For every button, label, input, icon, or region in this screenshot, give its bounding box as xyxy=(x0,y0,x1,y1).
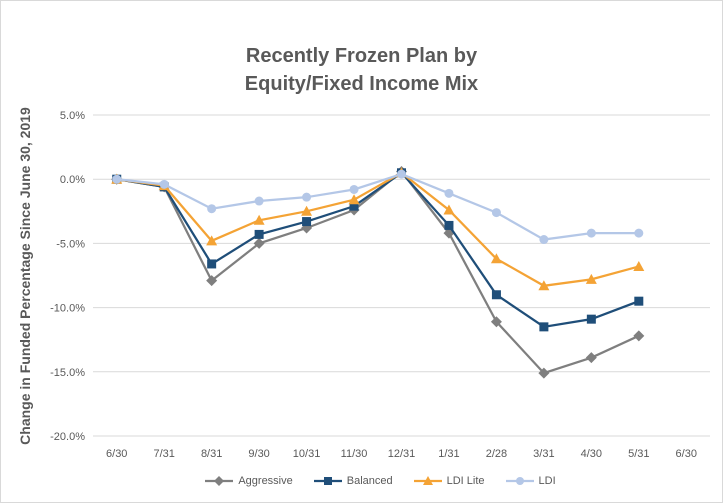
data-point-ldi xyxy=(302,192,312,202)
y-tick-label: 0.0% xyxy=(60,174,85,186)
chart-title-line-2: Equity/Fixed Income Mix xyxy=(244,73,479,95)
data-point-balanced xyxy=(207,259,217,269)
legend-item-ldi: LDI xyxy=(505,472,556,490)
data-point-aggressive xyxy=(633,330,645,342)
x-tick-label: 9/30 xyxy=(248,448,269,460)
data-point-ldi-lite xyxy=(206,235,218,246)
x-tick-label: 7/31 xyxy=(153,448,174,460)
y-tick-label: -15.0% xyxy=(50,367,85,379)
data-point-aggressive xyxy=(490,316,502,328)
data-point-ldi xyxy=(491,208,501,218)
x-tick-label: 2/28 xyxy=(486,448,507,460)
data-point-aggressive xyxy=(206,275,218,287)
legend-item-aggressive: Aggressive xyxy=(204,472,293,490)
series-line-ldi xyxy=(116,172,639,241)
y-tick-label: -10.0% xyxy=(50,303,85,315)
legend-marker xyxy=(323,477,332,485)
data-point-ldi xyxy=(444,188,454,198)
data-point-balanced xyxy=(444,220,454,230)
x-tick-label: 3/31 xyxy=(533,448,554,460)
legend-label: LDI Lite xyxy=(446,475,485,487)
chart-title: Recently Frozen Plan by Equity/Fixed Inc… xyxy=(0,42,723,98)
x-tick-label: 11/30 xyxy=(341,448,368,460)
data-point-ldi xyxy=(397,169,406,179)
data-point-balanced xyxy=(349,201,359,211)
legend-label: Balanced xyxy=(346,475,393,487)
legend-swatch-balanced xyxy=(313,477,342,485)
data-point-ldi xyxy=(539,235,549,245)
legend-marker xyxy=(422,476,433,485)
y-tick-label: -5.0% xyxy=(56,238,85,250)
data-point-ldi xyxy=(207,204,217,214)
legend-marker xyxy=(214,476,225,486)
data-point-ldi xyxy=(112,174,122,184)
data-point-ldi-lite xyxy=(538,280,550,291)
x-tick-label: 5/31 xyxy=(628,448,649,460)
data-point-ldi-lite xyxy=(301,205,313,216)
data-point-ldi-lite xyxy=(633,261,645,272)
y-tick-label: -20.0% xyxy=(50,431,85,443)
legend-label: Aggressive xyxy=(238,475,293,487)
data-point-ldi xyxy=(349,184,359,194)
chart-title-line-1: Recently Frozen Plan by xyxy=(245,45,478,67)
data-point-aggressive xyxy=(253,237,265,249)
data-point-ldi-lite xyxy=(348,194,360,205)
series-line-balanced xyxy=(116,171,640,329)
x-tick-label: 6/30 xyxy=(676,448,697,460)
legend-item-ldi-lite: LDI Lite xyxy=(413,472,485,490)
data-point-balanced xyxy=(491,290,501,300)
legend: Aggressive Balanced LDI Lite LDI xyxy=(200,472,560,490)
data-point-ldi-lite xyxy=(490,253,502,264)
legend-swatch-aggressive xyxy=(205,476,234,486)
x-tick-label: 8/31 xyxy=(201,448,222,460)
legend-swatch-ldi xyxy=(505,477,534,485)
legend-marker xyxy=(515,477,524,485)
data-point-ldi xyxy=(254,196,264,206)
data-point-balanced xyxy=(539,322,549,332)
data-point-aggressive xyxy=(538,367,550,379)
data-point-ldi-lite xyxy=(585,273,597,284)
data-point-balanced xyxy=(634,296,644,306)
data-point-ldi xyxy=(586,228,596,238)
x-tick-label: 12/31 xyxy=(388,448,416,460)
data-point-balanced xyxy=(586,314,596,324)
legend-swatch-ldi-lite xyxy=(413,476,442,485)
data-point-aggressive xyxy=(585,352,597,364)
legend-label: LDI xyxy=(538,475,556,487)
series-line-ldi-lite xyxy=(116,171,640,287)
x-tick-label: 1/31 xyxy=(438,448,459,460)
data-point-ldi xyxy=(634,228,644,238)
data-point-balanced xyxy=(302,217,312,227)
x-tick-label: 10/31 xyxy=(293,448,321,460)
legend-item-balanced: Balanced xyxy=(313,472,393,490)
data-point-ldi-lite xyxy=(253,214,265,225)
data-point-ldi xyxy=(159,179,169,189)
data-point-ldi-lite xyxy=(443,204,455,215)
series-line-aggressive xyxy=(116,169,640,375)
x-tick-label: 4/30 xyxy=(581,448,602,460)
data-point-balanced xyxy=(254,229,264,239)
line-chart: 5.0% 0.0% -5.0% -10.0% -15.0% -20.0% 6/30 7/31 8… xyxy=(50,110,710,460)
y-tick-label: 5.0% xyxy=(60,110,85,122)
x-tick-label: 6/30 xyxy=(106,448,127,460)
